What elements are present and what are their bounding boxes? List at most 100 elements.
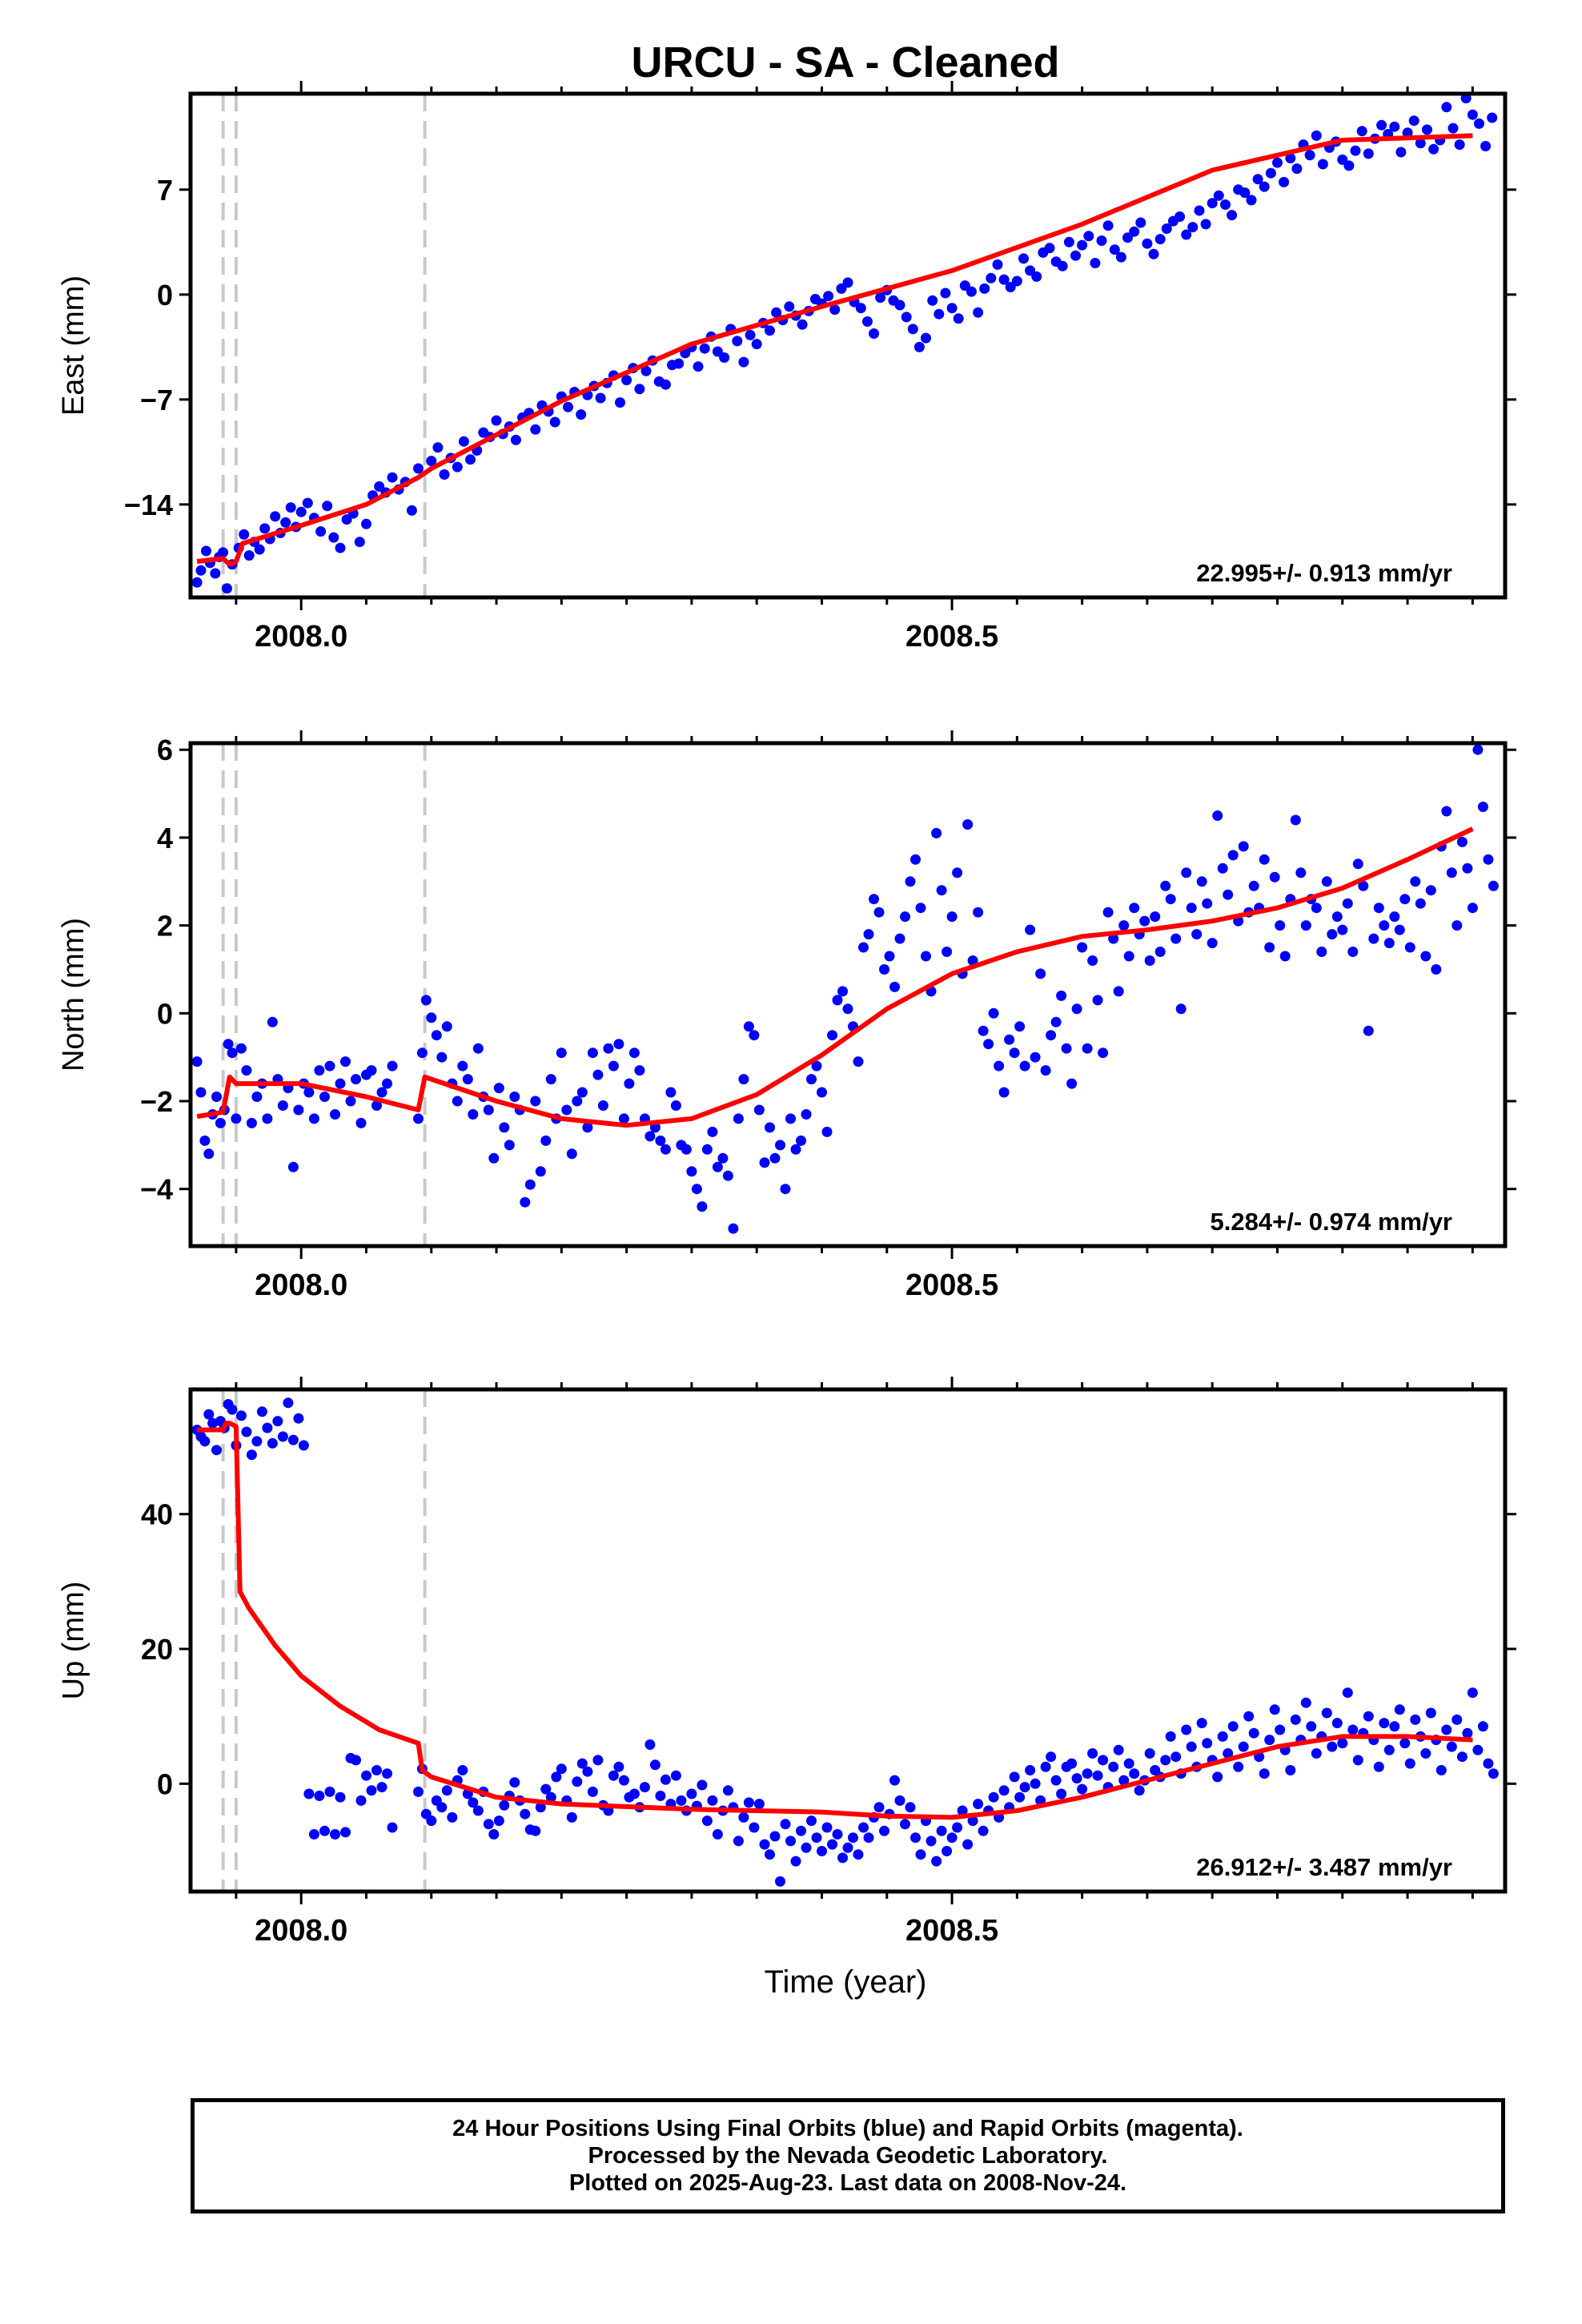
- up-data-point: [676, 1795, 687, 1806]
- east-data-point: [1213, 190, 1224, 201]
- east-data-point: [1090, 258, 1101, 268]
- up-data-points: [191, 1397, 1499, 1887]
- north-data-point: [665, 1087, 677, 1098]
- east-data-point: [1070, 250, 1081, 261]
- north-data-point: [246, 1117, 257, 1128]
- east-data-point: [1011, 275, 1022, 287]
- up-data-point: [753, 1799, 765, 1810]
- north-data-point: [717, 1152, 729, 1164]
- north-data-point: [817, 1087, 827, 1098]
- north-data-point: [931, 827, 942, 838]
- up-data-point: [436, 1802, 448, 1813]
- up-data-point: [722, 1785, 733, 1796]
- east-data-point: [861, 316, 873, 327]
- up-data-point: [1331, 1718, 1343, 1729]
- north-data-point: [962, 819, 974, 830]
- north-data-point: [1098, 1047, 1109, 1059]
- north-data-point: [1410, 876, 1421, 887]
- up-data-point: [298, 1440, 309, 1451]
- up-data-point: [1488, 1768, 1499, 1779]
- north-data-point: [520, 1196, 531, 1208]
- north-data-point: [1441, 806, 1452, 817]
- east-data-point: [361, 518, 371, 529]
- north-data-point: [540, 1135, 552, 1146]
- up-data-point: [1238, 1741, 1249, 1752]
- up-data-point: [211, 1445, 222, 1456]
- north-data-point: [1483, 854, 1494, 865]
- up-data-point: [1425, 1707, 1436, 1719]
- east-data-point: [1057, 260, 1068, 271]
- up-data-point: [1379, 1718, 1390, 1729]
- north-data-point: [1415, 898, 1426, 909]
- north-data-point: [355, 1117, 367, 1128]
- north-data-point: [905, 876, 916, 887]
- east-data-point: [1279, 176, 1290, 187]
- north-data-point: [624, 1078, 635, 1089]
- east-data-point: [1447, 123, 1459, 134]
- north-data-point: [853, 1056, 864, 1068]
- east-data-point: [218, 547, 229, 558]
- up-data-point: [853, 1849, 864, 1860]
- caption-line-2: Processed by the Nevada Geodetic Laborat…: [588, 2143, 1108, 2169]
- north-y-tick-label: 4: [157, 822, 173, 854]
- up-data-point: [701, 1815, 713, 1827]
- east-panel: 2008.0 2008.5 −14 −7 0 7 East (mm) 22.995+/- 0.…: [57, 81, 1516, 653]
- up-data-point: [978, 1825, 989, 1836]
- north-data-point: [582, 1122, 593, 1133]
- north-data-point: [1181, 867, 1192, 879]
- east-x-tick-label: 2008.0: [255, 620, 347, 653]
- up-data-point: [1217, 1731, 1228, 1742]
- east-data-point: [1415, 138, 1426, 149]
- up-data-point: [235, 1410, 247, 1421]
- east-data-point: [979, 283, 990, 294]
- north-data-point: [1420, 951, 1431, 962]
- north-data-point: [806, 1074, 817, 1085]
- north-data-point: [1066, 1078, 1078, 1089]
- north-data-point: [863, 929, 874, 940]
- up-data-point: [639, 1782, 650, 1793]
- up-data-point: [998, 1785, 1010, 1796]
- north-data-point: [468, 1109, 479, 1120]
- up-data-point: [1435, 1765, 1447, 1775]
- north-data-point: [644, 1131, 656, 1142]
- up-data-point: [355, 1795, 367, 1806]
- north-data-point: [1431, 964, 1442, 975]
- up-frame: [188, 1387, 1508, 1894]
- up-data-point: [468, 1797, 479, 1808]
- north-data-point: [1394, 924, 1405, 935]
- north-data-point: [1113, 986, 1124, 997]
- east-data-point: [1083, 231, 1094, 242]
- north-data-point: [227, 1047, 238, 1059]
- up-data-point: [1233, 1761, 1244, 1772]
- up-data-point: [1071, 1773, 1082, 1784]
- east-data-point: [1454, 139, 1465, 151]
- north-x-tick-label: 2008.0: [255, 1269, 347, 1302]
- north-data-point: [707, 1126, 718, 1137]
- north-data-point: [308, 1113, 319, 1124]
- up-data-point: [256, 1406, 267, 1417]
- north-data-point: [1175, 1003, 1186, 1015]
- north-data-point: [1223, 889, 1234, 900]
- east-y-tick-label: 0: [157, 279, 173, 312]
- east-data-point: [621, 375, 632, 386]
- north-data-point: [251, 1092, 263, 1102]
- north-data-point: [509, 1092, 520, 1102]
- up-data-point: [915, 1849, 926, 1860]
- east-data-point: [946, 303, 958, 314]
- east-data-point: [280, 517, 291, 528]
- up-data-point: [863, 1832, 874, 1844]
- north-data-point: [1472, 744, 1484, 755]
- north-data-point: [915, 903, 926, 914]
- up-data-point: [1087, 1748, 1098, 1759]
- up-data-point: [551, 1771, 562, 1783]
- east-data-point: [719, 352, 730, 363]
- east-data-point: [1148, 248, 1159, 259]
- up-data-point: [1275, 1724, 1286, 1735]
- up-data-point: [738, 1811, 749, 1823]
- north-data-point: [811, 1060, 822, 1072]
- north-data-point: [199, 1135, 211, 1146]
- east-data-point: [387, 472, 398, 483]
- north-data-point: [1379, 920, 1390, 931]
- up-rate-label: 26.912+/- 3.487 mm/yr: [1196, 1853, 1452, 1881]
- north-data-point: [340, 1056, 351, 1068]
